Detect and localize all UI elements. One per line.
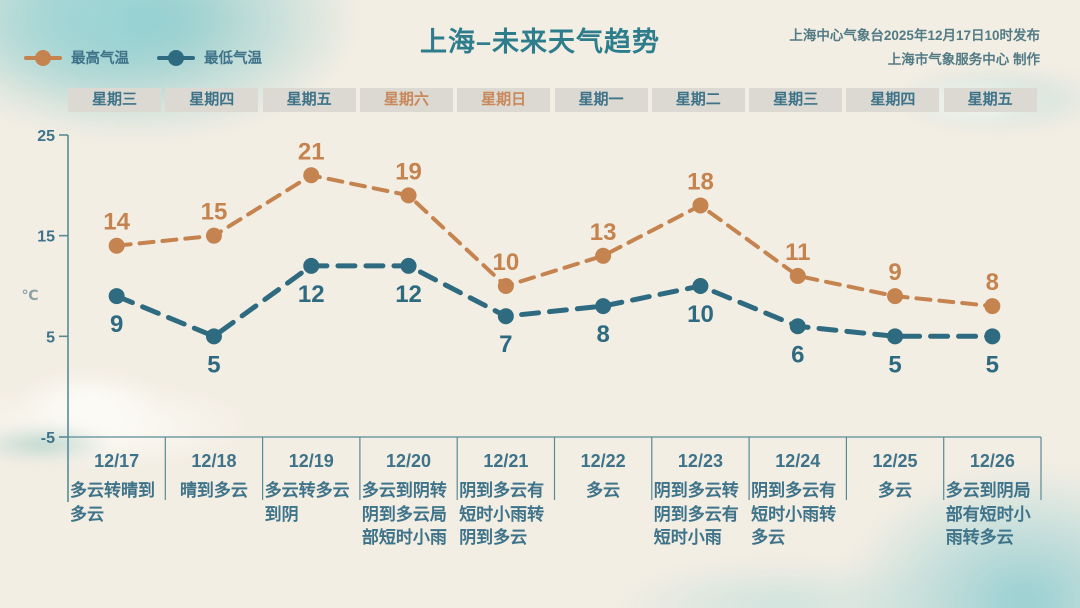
weekday-cell: 星期二 bbox=[651, 88, 745, 112]
forecast-cell: 12/22 多云 bbox=[555, 443, 652, 503]
low-temp-dot bbox=[205, 328, 222, 345]
low-temp-dot bbox=[789, 318, 806, 335]
low-temp-dot bbox=[108, 288, 125, 305]
low-temp-value-label: 5 bbox=[986, 351, 999, 378]
weather-description: 多云转多云到阴 bbox=[264, 481, 350, 524]
high-temp-dot bbox=[303, 167, 320, 184]
legend-label: 最高气温 bbox=[71, 51, 129, 67]
forecast-cell: 12/18 晴到多云 bbox=[165, 443, 262, 503]
legend-marker-icon bbox=[157, 49, 195, 67]
low-temp-dot bbox=[887, 328, 904, 345]
high-temp-dot bbox=[984, 298, 1001, 315]
low-temp-value-label: 12 bbox=[395, 281, 422, 308]
high-temp-line bbox=[114, 173, 995, 309]
publisher-line2: 上海市气象服务中心 制作 bbox=[887, 52, 1040, 67]
high-temp-value-label: 13 bbox=[590, 219, 617, 246]
date-label: 12/21 bbox=[483, 451, 529, 471]
high-temp-value-label: 18 bbox=[687, 168, 714, 195]
low-temp-dot bbox=[692, 278, 709, 294]
high-temp-dot bbox=[497, 278, 514, 294]
high-temp-dot bbox=[887, 288, 904, 305]
y-axis-unit-label: ℃ bbox=[22, 287, 39, 303]
y-tick-label: 15 bbox=[37, 229, 55, 246]
date-label: 12/24 bbox=[775, 451, 821, 471]
date-label: 12/18 bbox=[191, 451, 237, 471]
high-temp-value-label: 9 bbox=[888, 259, 901, 286]
low-temp-value-label: 12 bbox=[298, 281, 325, 308]
weather-description: 多云转晴到多云 bbox=[70, 481, 155, 524]
legend: 最高气温 最低气温 bbox=[24, 47, 262, 68]
high-temp-dot bbox=[108, 237, 125, 254]
high-temp-dot bbox=[400, 187, 417, 204]
weekday-cell: 星期一 bbox=[554, 88, 648, 112]
high-temp-value-label: 8 bbox=[986, 269, 999, 296]
high-temp-dot bbox=[789, 267, 806, 284]
weekday-cell: 星期日 bbox=[457, 88, 551, 112]
weather-description: 多云 bbox=[586, 481, 621, 500]
low-temp-dot bbox=[400, 257, 417, 274]
date-label: 12/26 bbox=[969, 451, 1015, 471]
low-temp-line bbox=[114, 263, 995, 340]
low-temp-value-label: 5 bbox=[207, 351, 220, 378]
forecast-cell: 12/24 阴到多云有短时小雨转多云 bbox=[749, 443, 846, 550]
high-temp-dot bbox=[692, 197, 709, 214]
page-title: 上海–未来天气趋势 bbox=[419, 27, 661, 57]
weekday-cell: 星期四 bbox=[846, 88, 940, 112]
weather-description: 多云到阴局部有短时小雨转多云 bbox=[945, 481, 1031, 547]
low-temp-value-label: 8 bbox=[596, 321, 609, 348]
legend-item-low: 最低气温 bbox=[157, 47, 262, 68]
weather-description: 多云到阴转阴到多云局部短时小雨 bbox=[361, 481, 447, 547]
low-temp-value-label: 5 bbox=[888, 351, 901, 378]
high-temp-value-label: 14 bbox=[103, 209, 130, 236]
forecast-cell: 12/26 多云到阴局部有短时小雨转多云 bbox=[944, 443, 1041, 550]
date-label: 12/17 bbox=[94, 451, 140, 471]
y-tick-label: 25 bbox=[37, 128, 55, 145]
date-label: 12/19 bbox=[288, 451, 334, 471]
forecast-cell: 12/19 多云转多云到阴 bbox=[263, 443, 360, 526]
forecast-cell: 12/20 多云到阴转阴到多云局部短时小雨 bbox=[360, 443, 457, 550]
high-temp-value-label: 19 bbox=[395, 158, 422, 185]
low-temp-value-label: 6 bbox=[791, 341, 804, 368]
high-temp-value-label: 21 bbox=[298, 138, 325, 165]
weather-description: 阴到多云有短时小雨转多云 bbox=[751, 481, 837, 547]
weather-description: 阴到多云转阴到多云有短时小雨 bbox=[653, 481, 739, 547]
low-temp-dot bbox=[984, 328, 1001, 345]
forecast-cell: 12/17 多云转晴到多云 bbox=[68, 443, 165, 526]
weather-description: 阴到多云有短时小雨转阴到多云 bbox=[459, 481, 545, 547]
weekday-cell: 星期五 bbox=[943, 88, 1037, 112]
low-temp-value-label: 9 bbox=[110, 311, 123, 338]
weekday-cell: 星期三 bbox=[68, 88, 161, 112]
legend-item-high: 最高气温 bbox=[24, 47, 129, 68]
high-temp-dot bbox=[595, 247, 612, 264]
publisher-line1: 上海中心气象台2025年12月17日10时发布 bbox=[789, 28, 1040, 43]
weather-description: 多云 bbox=[878, 481, 913, 500]
forecast-cell: 12/25 多云 bbox=[846, 443, 943, 503]
high-temp-value-label: 11 bbox=[785, 239, 810, 266]
date-label: 12/20 bbox=[386, 451, 432, 471]
forecast-cell: 12/21 阴到多云有短时小雨转阴到多云 bbox=[457, 443, 554, 550]
y-tick-label: -5 bbox=[41, 430, 55, 447]
weekday-cell: 星期五 bbox=[262, 88, 356, 112]
weather-description: 晴到多云 bbox=[179, 481, 248, 500]
low-temp-dot bbox=[595, 298, 612, 315]
weekday-cell: 星期三 bbox=[749, 88, 843, 112]
forecast-cell: 12/23 阴到多云转阴到多云有短时小雨 bbox=[652, 443, 749, 550]
low-temp-dot bbox=[497, 308, 514, 325]
date-label: 12/23 bbox=[677, 451, 723, 471]
legend-marker-icon bbox=[24, 49, 62, 67]
legend-label: 最低气温 bbox=[204, 51, 262, 67]
low-temp-value-label: 7 bbox=[499, 331, 512, 358]
high-temp-value-label: 10 bbox=[492, 249, 519, 276]
high-temp-dot bbox=[205, 227, 222, 244]
low-temp-dot bbox=[303, 257, 320, 274]
weekday-cell: 星期六 bbox=[359, 88, 453, 112]
low-temp-value-label: 10 bbox=[687, 301, 714, 328]
date-label: 12/22 bbox=[580, 451, 626, 471]
weekday-cell: 星期四 bbox=[165, 88, 259, 112]
high-temp-value-label: 15 bbox=[201, 199, 228, 226]
y-tick-label: 5 bbox=[46, 329, 55, 346]
date-label: 12/25 bbox=[872, 451, 918, 471]
